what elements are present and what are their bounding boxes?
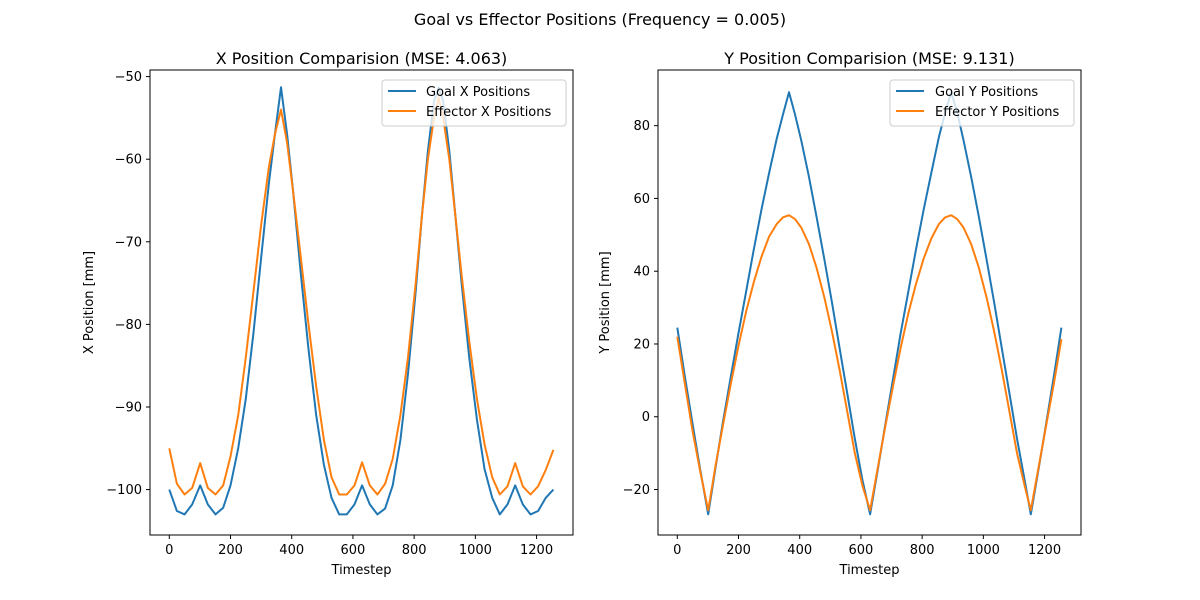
y-chart-ytick-label: 40 <box>633 265 650 280</box>
x-chart-xtick-label: 800 <box>402 543 427 558</box>
y-chart-xtick-label: 1200 <box>1028 543 1061 558</box>
x-legend-effector-label: Effector X Positions <box>426 105 551 120</box>
x-chart-series-effector <box>168 96 555 496</box>
x-chart-xtick-label: 1000 <box>459 543 492 558</box>
x-chart-frame <box>149 69 574 536</box>
x-chart-ticks: 0 200 400 600 800 1000 1200 −100 −90 −80 −70 −60 −50 <box>106 70 553 558</box>
y-chart-ytick-label: 0 <box>642 410 650 425</box>
x-chart-lines <box>168 86 555 516</box>
y-chart-series-goal <box>676 91 1063 516</box>
figure-title: Goal vs Effector Positions (Frequency = … <box>414 10 786 29</box>
x-chart-xlabel: Timestep <box>331 563 392 578</box>
x-chart-ytick-label: −50 <box>115 70 142 85</box>
y-chart-lines <box>676 91 1063 516</box>
y-chart-xtick-label: 0 <box>673 543 681 558</box>
y-chart-frame <box>657 69 1082 536</box>
x-legend-goal-label: Goal X Positions <box>426 85 530 100</box>
y-chart-xtick-label: 1000 <box>967 543 1000 558</box>
x-chart-xtick-label: 200 <box>218 543 243 558</box>
x-chart-ytick-label: −80 <box>115 318 142 333</box>
x-chart-ytick-label: −100 <box>106 483 142 498</box>
x-chart-xtick-label: 600 <box>341 543 366 558</box>
y-legend-box <box>889 79 1075 127</box>
x-chart-ytick-label: −70 <box>115 235 142 250</box>
y-chart-ylabel: Y Position [mm] <box>598 251 613 354</box>
y-legend-goal-label: Goal Y Positions <box>935 85 1038 100</box>
y-chart-xlabel: Timestep <box>839 563 900 578</box>
x-chart-ytick-label: −60 <box>115 153 142 168</box>
y-chart-xtick-label: 600 <box>849 543 874 558</box>
y-chart-ytick-label: 60 <box>633 192 650 207</box>
x-position-chart: X Position Comparision (MSE: 4.063) 0 200… <box>82 49 574 578</box>
y-legend-effector-label: Effector Y Positions <box>935 105 1060 120</box>
y-chart-ytick-label: −20 <box>623 483 650 498</box>
x-chart-ylabel: X Position [mm] <box>82 251 97 354</box>
y-chart-ytick-label: 80 <box>633 119 650 134</box>
y-chart-xtick-label: 800 <box>910 543 935 558</box>
x-chart-xtick-label: 1200 <box>520 543 553 558</box>
x-chart-legend: Goal X Positions Effector X Positions <box>381 79 567 127</box>
x-chart-title: X Position Comparision (MSE: 4.063) <box>216 49 508 68</box>
x-chart-xtick-label: 400 <box>279 543 304 558</box>
x-chart-ytick-label: −90 <box>115 400 142 415</box>
y-chart-series-effector <box>676 214 1063 512</box>
y-chart-legend: Goal Y Positions Effector Y Positions <box>889 79 1075 127</box>
x-chart-xtick-label: 0 <box>165 543 173 558</box>
y-chart-title: Y Position Comparision (MSE: 9.131) <box>723 49 1014 68</box>
y-position-chart: Y Position Comparision (MSE: 9.131) 0 200… <box>598 49 1082 578</box>
x-legend-box <box>381 79 567 127</box>
y-chart-xtick-label: 400 <box>787 543 812 558</box>
y-chart-ticks: 0 200 400 600 800 1000 1200 −20 0 20 40 60 80 <box>623 119 1062 558</box>
x-chart-series-goal <box>168 86 555 516</box>
y-chart-ytick-label: 20 <box>633 337 650 352</box>
y-chart-xtick-label: 200 <box>726 543 751 558</box>
